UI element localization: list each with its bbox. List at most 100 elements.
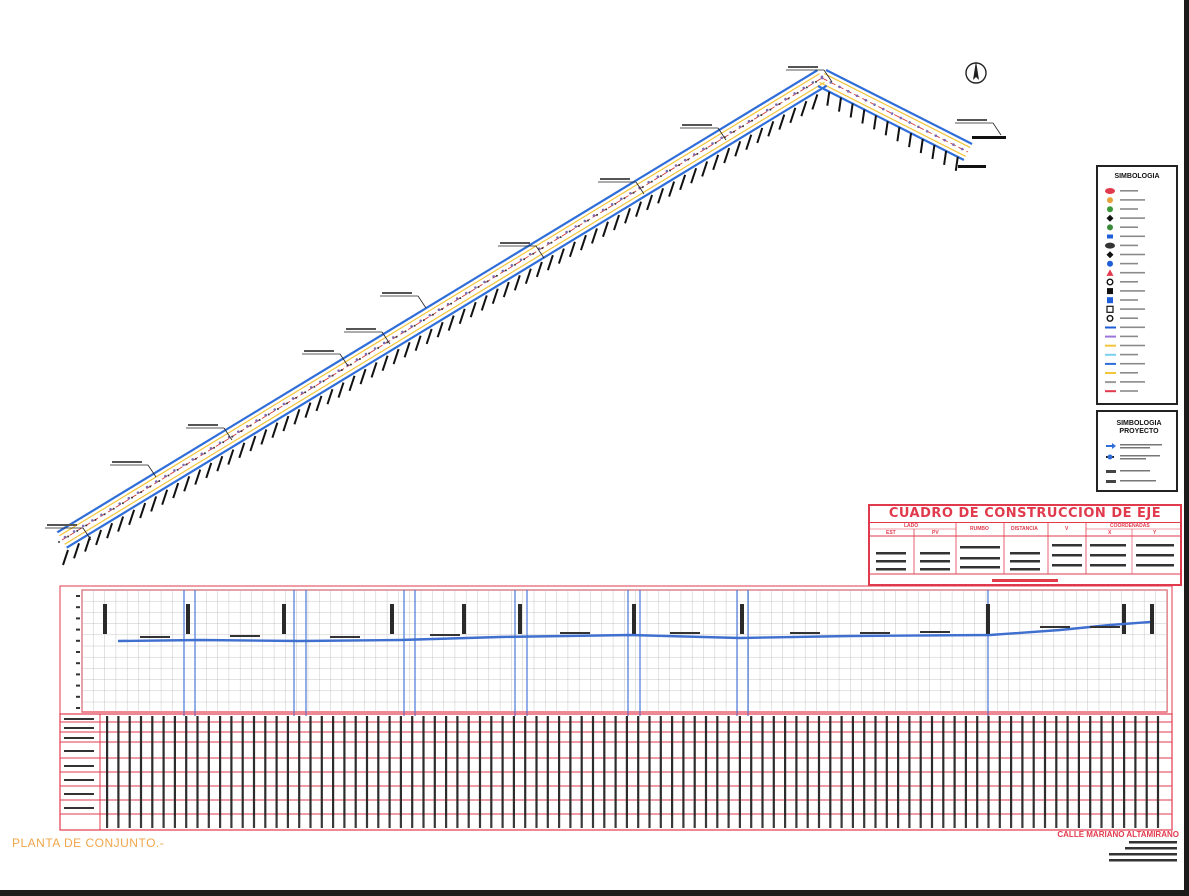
feature-dot [373,347,377,350]
feature-dot [623,197,626,200]
station-value-column [829,716,832,816]
station-tick [172,482,180,499]
station-value-column [388,716,391,816]
station-value-column [286,716,289,816]
feature-dot [395,335,398,338]
feature-dot [665,169,669,173]
legend-symbol-text [1120,190,1138,192]
feature-dot [182,463,185,467]
station-value-column [580,716,583,816]
feature-dot [121,502,124,505]
feature-dot [464,291,468,295]
legend-symbol-icon [1106,269,1114,276]
station-name [603,816,606,828]
station-tick [624,208,631,224]
station-name [106,816,109,828]
station-value-column [558,716,561,816]
station-value-column [908,716,911,816]
station-value-column [117,716,120,816]
legend-symbol-icon [1106,251,1114,259]
station-name [332,816,335,828]
legend-symbol-icon [1107,197,1113,204]
road-line-3-0 [64,81,825,545]
station-value-column [546,716,549,816]
station-name [998,816,1001,828]
callout-leader [147,464,157,478]
feature-dot [377,346,380,349]
feature-dot [925,129,929,133]
station-label [103,604,107,634]
feature-dot [702,147,705,151]
feature-dot [319,380,322,384]
station-value-column [851,716,854,816]
station-tick [657,187,665,204]
station-value-column [885,716,888,816]
station-tick [756,127,764,144]
station-name [591,816,595,828]
feature-dot [364,352,368,356]
legend-symbol-text [1120,381,1145,383]
col-distancia: DISTANCIA [1011,526,1038,532]
road-line-0-0 [56,69,818,534]
callout-text [957,119,987,121]
station-value-column [682,716,685,816]
feature-dot [802,86,806,90]
station-name [1043,816,1047,828]
callout-leader [823,69,833,83]
feature-dot [213,446,216,449]
legend-symbol-text [1120,390,1138,392]
station-name [919,816,922,828]
station-name [512,816,515,828]
station-name [930,816,934,828]
end-callout [972,136,1006,139]
feature-dot [386,341,389,344]
station-value-column [930,716,934,816]
station-value-column [569,716,572,816]
row-header-label [64,727,94,729]
station-tick [161,489,169,506]
feature-dot [419,319,422,323]
callout-text [188,424,218,426]
feature-dot [873,103,876,106]
station-value-column [1156,716,1160,816]
north-arrow-icon [965,61,987,84]
row-header-label [64,807,94,809]
feature-dot [659,175,662,178]
feature-dot [441,308,444,311]
feature-dot [194,457,197,460]
station-value-column [806,716,809,816]
station-tick [238,442,246,459]
end-callout [958,165,986,168]
feature-dot [72,530,76,533]
station-name [704,816,708,828]
station-tick [789,107,797,124]
feature-dot [446,302,450,306]
feature-dot [240,430,243,433]
legend-symbol-text [1120,226,1138,228]
station-tick [128,509,136,526]
legend-symbol-text [1120,271,1145,274]
station-name [128,816,131,828]
callout-leader [717,127,727,141]
col-rumbo: RUMBO [970,526,989,532]
station-tick [370,362,378,378]
station-value-column [490,716,493,816]
feature-dot [559,236,562,239]
legend-symbol-text [1120,235,1145,238]
feature-dot [368,352,371,355]
feature-dot [577,224,580,227]
feature-dot [322,380,325,383]
feature-dot [218,441,222,445]
feature-dot [483,280,486,284]
feature-dot [899,116,903,120]
legend-symbol-text [1120,372,1138,374]
feature-dot [410,325,413,328]
feature-dot [118,502,122,506]
segment-label [790,632,820,634]
construction-table-grid [870,522,1180,582]
feature-dot [692,153,696,156]
profile-axis-tick [76,695,80,698]
feature-dot [81,524,85,528]
segment-label [920,631,950,633]
